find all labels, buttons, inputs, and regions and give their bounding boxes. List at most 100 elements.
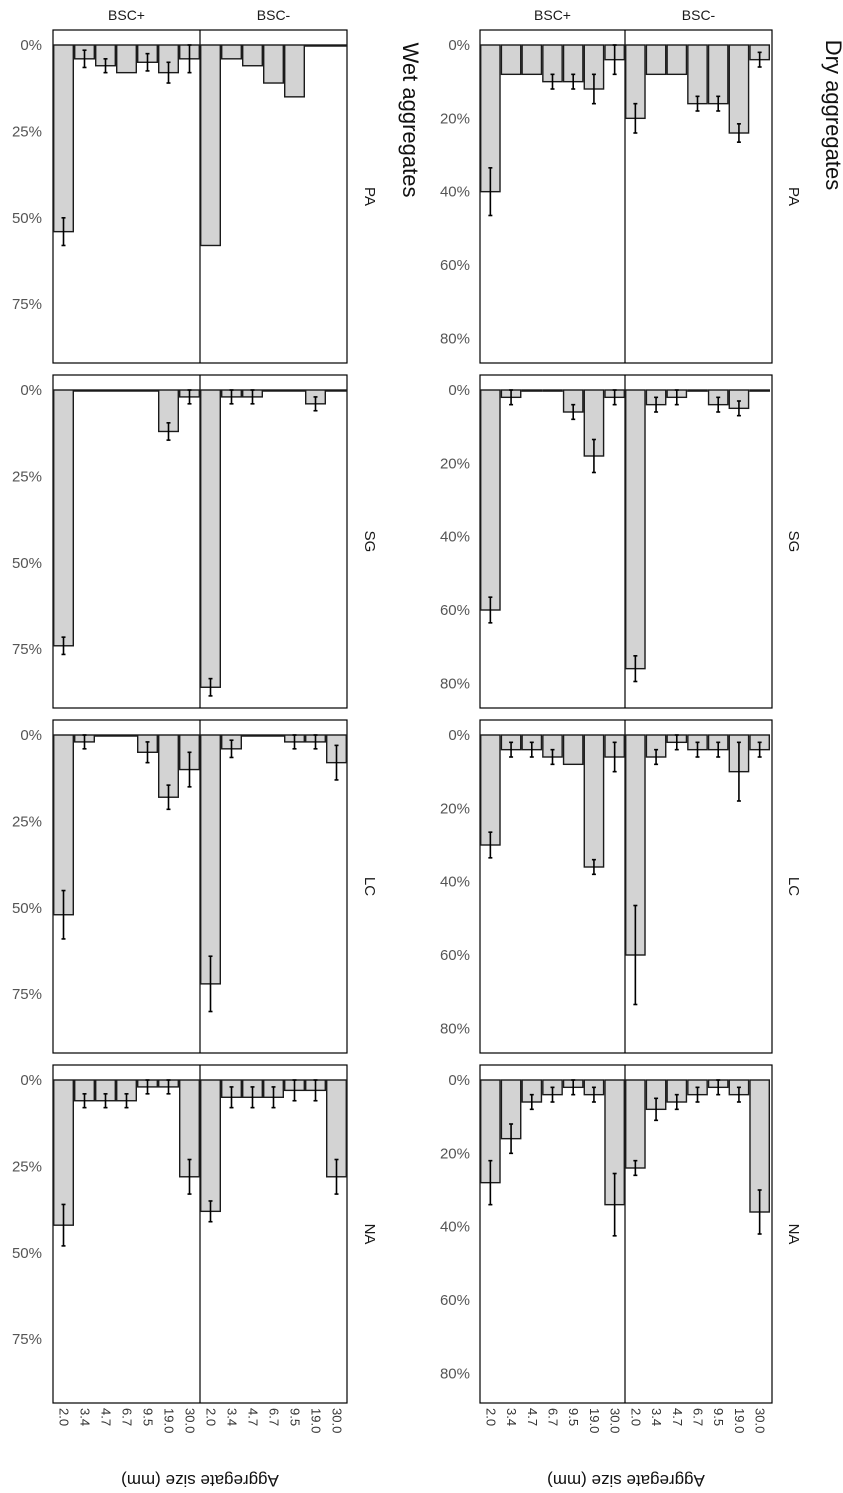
bar — [241, 44, 263, 67]
bar — [326, 44, 348, 47]
y-tick-label: 0% — [448, 727, 470, 744]
y-tick-label: 0% — [20, 382, 42, 399]
y-tick-label: 0% — [20, 727, 42, 744]
y-tick-label: 80% — [440, 675, 470, 692]
bar — [199, 389, 221, 688]
strip-label-bsc-minus: BSC- — [257, 7, 291, 23]
x-tick-label: 4.7 — [525, 1408, 540, 1426]
bar — [666, 44, 688, 76]
y-tick-label: 60% — [440, 947, 470, 964]
y-tick-label: 75% — [12, 1331, 42, 1348]
y-tick-label: 50% — [12, 1245, 42, 1262]
bar — [53, 734, 75, 916]
bar — [53, 389, 75, 647]
y-tick-label: 80% — [440, 1020, 470, 1037]
y-tick-label: 40% — [440, 184, 470, 201]
bar — [220, 44, 242, 60]
row-label-na: NA — [361, 1224, 378, 1245]
x-tick-label: 2.0 — [57, 1408, 72, 1426]
y-tick-label: 25% — [12, 813, 42, 830]
x-tick-label: 4.7 — [99, 1408, 114, 1426]
bar — [94, 734, 116, 737]
bar — [687, 44, 708, 105]
x-axis-title: Aggregate size (mm) — [547, 1471, 705, 1490]
bar — [687, 389, 708, 392]
y-tick-label: 50% — [12, 900, 42, 917]
bar — [241, 734, 263, 737]
y-tick-label: 60% — [440, 602, 470, 619]
x-tick-label: 4.7 — [246, 1408, 261, 1426]
strip-label-bsc-minus: BSC- — [682, 7, 716, 23]
strip-label-bsc-plus: BSC+ — [534, 7, 571, 23]
bar — [199, 1079, 221, 1213]
x-tick-label: 9.5 — [288, 1408, 303, 1426]
x-tick-label: 6.7 — [546, 1408, 561, 1426]
x-tick-label: 9.5 — [566, 1408, 581, 1426]
y-tick-label: 60% — [440, 257, 470, 274]
x-tick-label: 19.0 — [587, 1408, 602, 1433]
y-tick-label: 80% — [440, 330, 470, 347]
block-title: Wet aggregates — [398, 43, 423, 198]
y-tick-label: 0% — [448, 37, 470, 54]
y-tick-label: 0% — [448, 1072, 470, 1089]
y-tick-label: 60% — [440, 1292, 470, 1309]
y-tick-label: 40% — [440, 874, 470, 891]
y-tick-label: 25% — [12, 1158, 42, 1175]
bar — [115, 389, 137, 392]
row-label-lc: LC — [785, 877, 802, 896]
y-tick-label: 40% — [440, 1219, 470, 1236]
x-tick-label: 6.7 — [120, 1408, 135, 1426]
y-tick-label: 75% — [12, 641, 42, 658]
bar — [625, 1079, 646, 1169]
bar — [542, 389, 563, 392]
bar — [53, 44, 75, 233]
x-tick-label: 3.4 — [78, 1408, 93, 1426]
bar — [284, 44, 306, 98]
bar — [326, 389, 348, 392]
x-tick-label: 30.0 — [330, 1408, 345, 1433]
x-axis-title: Aggregate size (mm) — [121, 1471, 279, 1490]
bar — [480, 734, 501, 846]
bar — [707, 44, 729, 105]
x-tick-label: 19.0 — [309, 1408, 324, 1433]
bar — [645, 44, 667, 76]
bar — [199, 44, 221, 247]
strip-label-bsc-plus: BSC+ — [108, 7, 145, 23]
y-tick-label: 25% — [12, 123, 42, 140]
bar — [562, 734, 584, 766]
y-tick-label: 20% — [440, 1145, 470, 1162]
bar — [115, 734, 137, 737]
x-tick-label: 6.7 — [691, 1408, 706, 1426]
row-label-lc: LC — [361, 877, 378, 896]
y-tick-label: 50% — [12, 210, 42, 227]
bar — [480, 389, 501, 611]
x-tick-label: 30.0 — [608, 1408, 623, 1433]
y-tick-label: 25% — [12, 468, 42, 485]
x-tick-label: 2.0 — [204, 1408, 219, 1426]
bar — [94, 389, 116, 392]
x-tick-label: 3.4 — [504, 1408, 519, 1426]
row-label-sg: SG — [785, 531, 802, 553]
bar — [73, 389, 95, 392]
x-tick-label: 4.7 — [670, 1408, 685, 1426]
bar — [749, 389, 771, 392]
bar — [500, 44, 522, 76]
x-tick-label: 30.0 — [183, 1408, 198, 1433]
y-tick-label: 0% — [448, 382, 470, 399]
x-tick-label: 3.4 — [649, 1408, 664, 1426]
bar — [284, 389, 306, 392]
block-title: Dry aggregates — [821, 40, 843, 190]
y-tick-label: 75% — [12, 296, 42, 313]
y-tick-label: 80% — [440, 1365, 470, 1382]
x-tick-label: 19.0 — [732, 1408, 747, 1433]
bar — [263, 389, 285, 392]
bar — [728, 44, 750, 134]
y-tick-label: 20% — [440, 110, 470, 127]
y-tick-label: 20% — [440, 455, 470, 472]
bar — [583, 734, 605, 868]
x-tick-label: 9.5 — [711, 1408, 726, 1426]
y-tick-label: 50% — [12, 555, 42, 572]
dry-aggregates-chart: BSC+ BSC- Dry aggregates 0% 20% 40% 60% 80% PA 0%… — [440, 7, 843, 1490]
x-tick-label: 9.5 — [141, 1408, 156, 1426]
